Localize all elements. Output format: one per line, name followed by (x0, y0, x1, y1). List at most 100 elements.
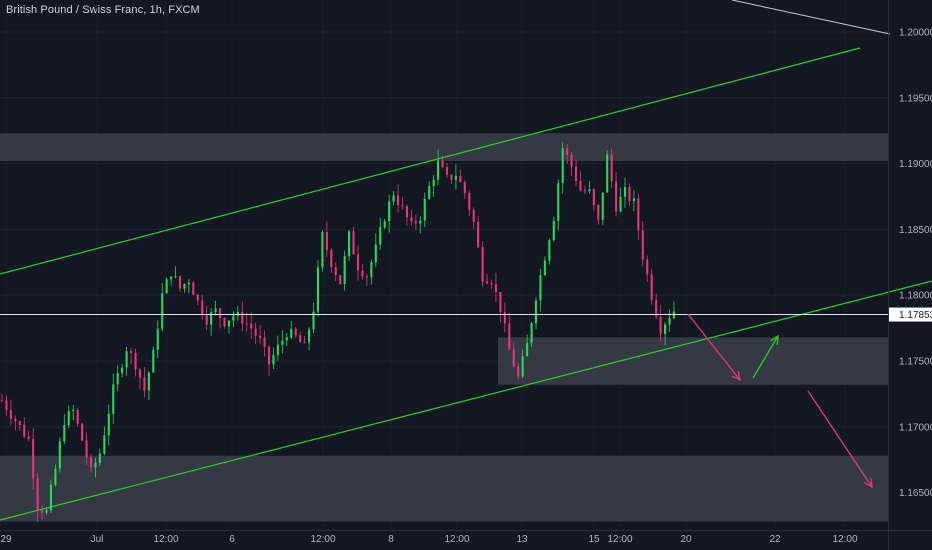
candle-body (89, 457, 93, 468)
candle-body (241, 312, 244, 324)
candlestick-series (0, 142, 675, 522)
price-tick-label: 1.18500 (899, 225, 932, 236)
candle-body (503, 312, 506, 324)
projection-arrows[interactable] (687, 313, 873, 489)
candle-body (361, 270, 364, 277)
time-tick-label: 15 (588, 534, 600, 545)
candle-body (588, 189, 591, 192)
zone-rect (498, 337, 888, 385)
candle-body (0, 400, 4, 402)
candle-body (236, 312, 239, 316)
candle-body (58, 441, 61, 469)
candle-body (365, 276, 368, 278)
time-tick-label: 6 (229, 534, 235, 545)
candle-body (517, 366, 520, 377)
chart-title: British Pound / Swiss Franc, 1h, FXCM (6, 4, 200, 16)
projection-arrow-head (863, 477, 873, 489)
candle-body (441, 160, 444, 168)
last-price-label: 1.17853 (899, 310, 932, 321)
candle-body (214, 308, 217, 313)
price-tick-label: 1.18000 (899, 291, 932, 302)
candle-body (276, 344, 279, 356)
candle-body (67, 411, 70, 426)
candle-body (303, 342, 306, 344)
candle-body (579, 180, 582, 191)
candle-body (428, 185, 431, 199)
candle-body (414, 221, 417, 224)
upper-trendline-segment[interactable] (731, 0, 891, 35)
candle-body (254, 328, 257, 336)
candle-body (570, 154, 573, 167)
channel-trendlines[interactable] (0, 47, 932, 521)
candle-body (76, 409, 79, 424)
candle-body (232, 315, 235, 321)
candle-body (330, 250, 333, 268)
candle-body (445, 167, 449, 175)
candle-body (405, 206, 408, 218)
time-tick-label: 20 (680, 534, 692, 545)
candle-body (36, 478, 39, 511)
price-tick-label: 1.20000 (899, 28, 932, 39)
candle-body (468, 192, 471, 210)
candle-body (632, 198, 635, 202)
candle-body (352, 231, 355, 255)
candle-body (205, 314, 208, 325)
candle-body (650, 274, 653, 301)
price-tick-label: 1.16500 (899, 488, 932, 499)
candle-body (267, 346, 271, 365)
candle-body (486, 281, 489, 284)
candle-body (54, 468, 57, 485)
candle-body (147, 372, 150, 391)
candle-body (597, 204, 600, 220)
zone-rect (0, 133, 888, 161)
candle-body (459, 175, 462, 182)
candle-body (548, 240, 551, 261)
candle-body (112, 384, 115, 414)
candle-body (130, 351, 133, 353)
time-axis[interactable]: 29 Jul 12:00 6 12:00 8 12:00 13 15 12:00 20 22 12:00 (0, 530, 932, 546)
candle-body (583, 190, 586, 192)
candle-body (641, 230, 644, 260)
candle-body (512, 349, 515, 367)
candle-body (294, 328, 297, 336)
candle-body (646, 259, 649, 275)
time-tick-label: 12:00 (153, 534, 178, 545)
candle-body (192, 282, 195, 295)
candle-body (250, 323, 253, 329)
candle-body (481, 247, 484, 282)
candle-body (472, 209, 475, 222)
candle-body (370, 262, 373, 278)
candle-body (170, 276, 173, 280)
candle-body (610, 154, 613, 182)
candle-body (178, 276, 182, 289)
candle-body (450, 174, 453, 180)
candle-body (94, 463, 97, 468)
candle-body (290, 328, 293, 338)
candle-body (566, 148, 569, 155)
price-axis[interactable]: 1.20000 1.19500 1.19000 1.18500 1.18000 1.175… (888, 0, 932, 550)
candle-body (552, 220, 555, 241)
candle-body (138, 369, 141, 378)
candle-body (116, 372, 119, 385)
candle-body (103, 435, 106, 454)
candle-body (668, 318, 671, 325)
candle-body (312, 311, 315, 330)
candle-body (45, 510, 48, 513)
candle-body (27, 436, 30, 440)
projection-arrow-head (770, 334, 779, 346)
candle-body (606, 154, 609, 193)
projection-arrow-shaft (752, 335, 779, 379)
candle-body (196, 294, 199, 301)
candle-body (539, 275, 542, 301)
candle-body (174, 276, 177, 278)
candle-body (348, 231, 351, 257)
time-tick-label: 13 (516, 534, 528, 545)
white-trendline (731, 0, 891, 35)
candle-body (281, 340, 284, 345)
candle-body (316, 267, 319, 312)
candle-body (98, 453, 101, 464)
candle-body (530, 323, 533, 344)
candle-body (18, 421, 21, 425)
candle-body (508, 323, 511, 350)
